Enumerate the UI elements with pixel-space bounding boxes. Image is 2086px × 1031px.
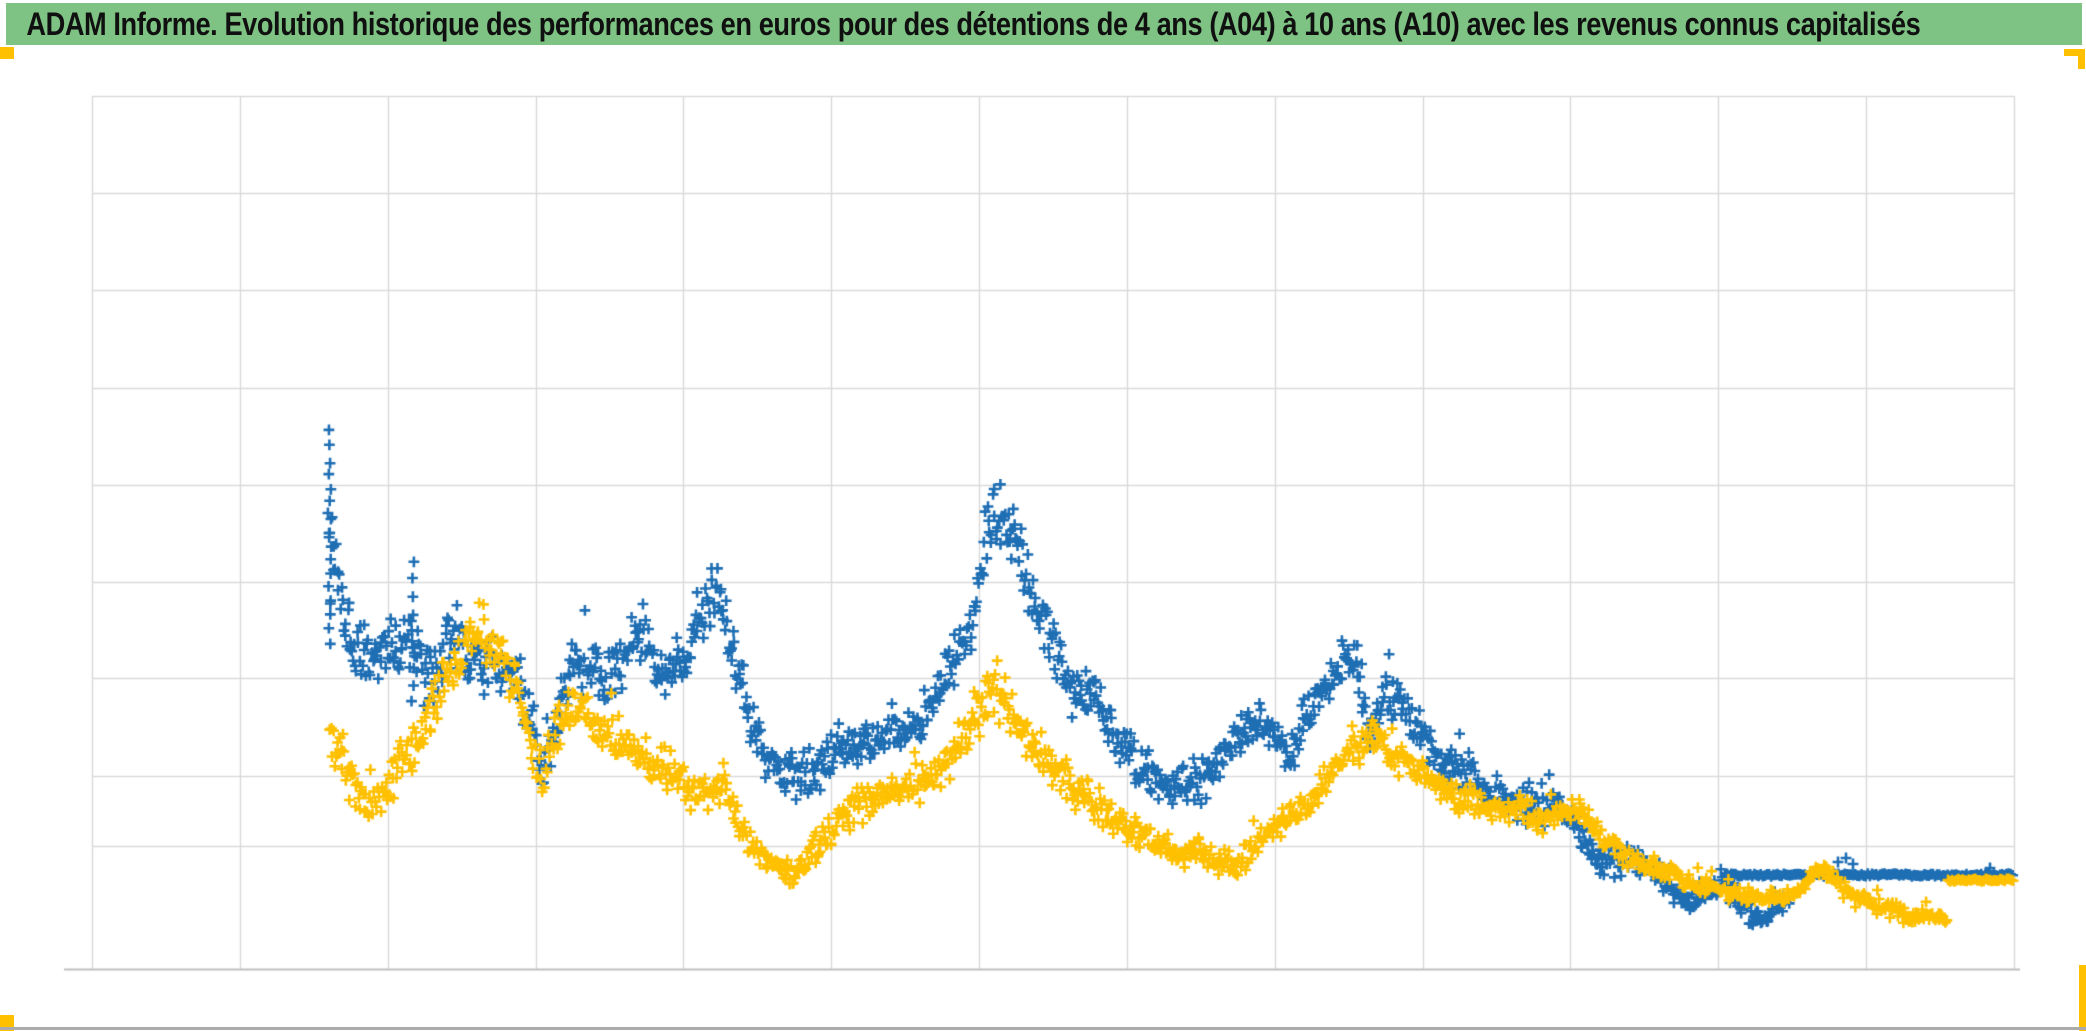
yellow-corner-accent-top-left — [0, 47, 14, 59]
yellow-corner-accent-top-right-vertical — [2078, 49, 2085, 69]
yellow-edge-accent-bottom-right — [2079, 965, 2086, 1031]
yellow-corner-accent-top-right — [2064, 49, 2085, 56]
bottom-divider-rule — [0, 1027, 2086, 1030]
